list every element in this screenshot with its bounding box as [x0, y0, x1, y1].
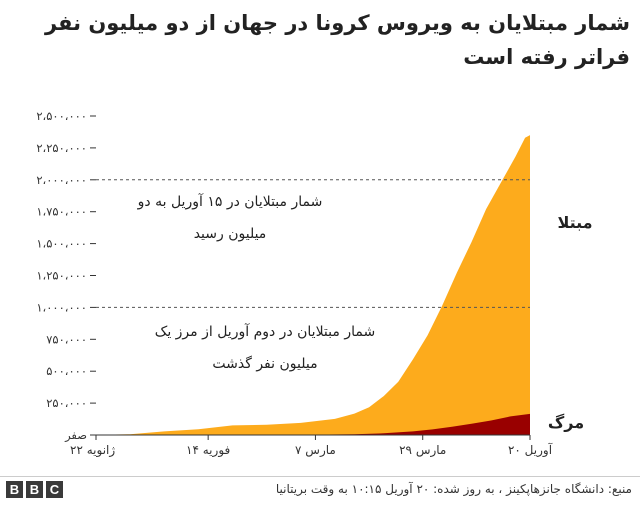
y-tick-label: ۱،۷۵۰،۰۰۰ — [36, 205, 87, 219]
area-chart: صفر ۲۵۰،۰۰۰ ۵۰۰،۰۰۰ ۷۵۰،۰۰۰ ۱،۰۰۰،۰۰۰ ۱،۲۵۰،۰… — [36, 109, 592, 458]
logo-letter: C — [46, 481, 63, 498]
y-tick-label: ۱،۵۰۰،۰۰۰ — [36, 237, 87, 251]
y-tick-label: ۲،۲۵۰،۰۰۰ — [36, 141, 87, 155]
annotation-line: میلیون نفر گذشت — [212, 355, 317, 372]
x-tick-label: ۷ مارس — [295, 443, 336, 458]
annotation-line: میلیون رسید — [194, 226, 267, 242]
series-label-deaths: مرگ — [548, 413, 584, 432]
y-tick-label: ۱،۰۰۰،۰۰۰ — [36, 300, 87, 314]
x-tick-label: ۱۴ فوریه — [186, 443, 230, 458]
y-tick-label: ۱،۲۵۰،۰۰۰ — [36, 269, 87, 283]
source-note: منبع: دانشگاه جانزهاپکینز ، به روز شده: … — [275, 482, 632, 496]
series-area-cases — [96, 135, 530, 435]
series-label-cases: مبتلا — [557, 213, 592, 232]
series-area-deaths — [96, 413, 530, 435]
x-tick-label: ۲۲ ژانویه — [70, 443, 115, 458]
y-tick-label: ۲۵۰،۰۰۰ — [46, 396, 87, 410]
annotation-line: شمار مبتلایان در دوم آوریل از مرز یک — [155, 323, 375, 340]
x-tick-label: ۲۰ آوریل — [508, 442, 553, 458]
y-tick-label: ۵۰۰،۰۰۰ — [46, 364, 87, 378]
y-tick-label: ۷۵۰،۰۰۰ — [46, 332, 87, 346]
bbc-logo: B B C — [6, 481, 63, 498]
y-tick-label: ۲،۵۰۰،۰۰۰ — [36, 109, 87, 123]
footer-divider — [0, 476, 640, 477]
annotation-line: شمار مبتلایان در ۱۵ آوریل به دو — [137, 193, 323, 210]
chart-title: شمار مبتلایان به ویروس کرونا در جهان از … — [44, 11, 630, 69]
y-tick-label: صفر — [64, 428, 87, 443]
logo-letter: B — [6, 481, 23, 498]
x-tick-label: ۲۹ مارس — [399, 443, 446, 458]
logo-letter: B — [26, 481, 43, 498]
y-tick-label: ۲،۰۰۰،۰۰۰ — [36, 173, 87, 187]
